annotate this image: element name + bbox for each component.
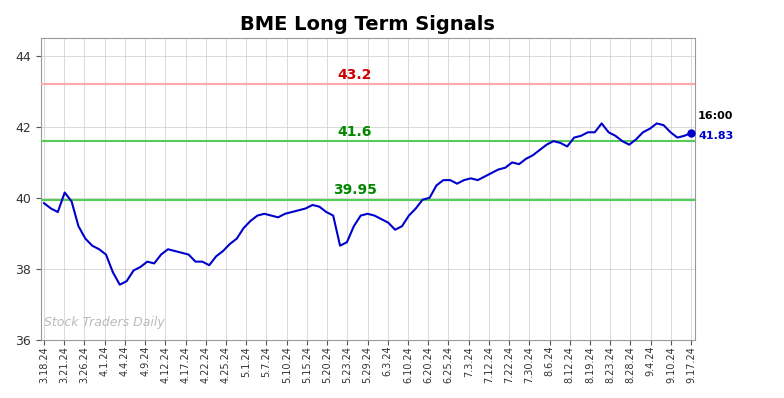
Text: 43.2: 43.2 <box>337 68 372 82</box>
Title: BME Long Term Signals: BME Long Term Signals <box>240 15 495 34</box>
Text: 41.83: 41.83 <box>698 131 733 140</box>
Text: 39.95: 39.95 <box>332 183 376 197</box>
Text: 41.6: 41.6 <box>337 125 372 139</box>
Text: Stock Traders Daily: Stock Traders Daily <box>44 316 165 329</box>
Text: 16:00: 16:00 <box>698 111 734 121</box>
